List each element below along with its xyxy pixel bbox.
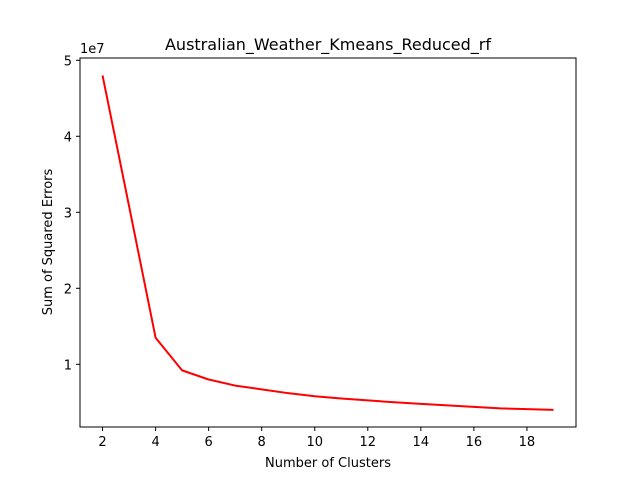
x-axis-ticks: 2 4 6 8 10 12 14 16 18 — [98, 427, 535, 450]
x-tick-label: 4 — [151, 435, 159, 450]
x-tick-label: 16 — [466, 435, 483, 450]
y-tick-label: 2 — [64, 282, 72, 297]
x-tick-label: 14 — [413, 435, 430, 450]
x-tick-label: 8 — [258, 435, 266, 450]
y-axis-label: Sum of Squared Errors — [41, 168, 56, 315]
plot-frame — [79, 57, 577, 428]
y-tick-label: 4 — [64, 130, 72, 145]
x-tick-label: 10 — [306, 435, 323, 450]
y-tick-label: 3 — [64, 206, 72, 221]
x-tick-label: 6 — [205, 435, 213, 450]
y-tick-label: 1 — [64, 358, 72, 373]
y-axis-ticks: 1 2 3 4 5 — [64, 54, 80, 373]
x-tick-label: 12 — [360, 435, 377, 450]
y-scale-label: 1e7 — [80, 42, 105, 57]
x-tick-label: 2 — [98, 435, 106, 450]
y-tick-label: 5 — [64, 54, 72, 69]
series-line — [101, 75, 554, 411]
series-layer — [101, 75, 554, 411]
x-axis-label: Number of Clusters — [265, 456, 391, 471]
chart-title: Australian_Weather_Kmeans_Reduced_rf — [165, 35, 491, 55]
x-tick-label: 18 — [519, 435, 536, 450]
